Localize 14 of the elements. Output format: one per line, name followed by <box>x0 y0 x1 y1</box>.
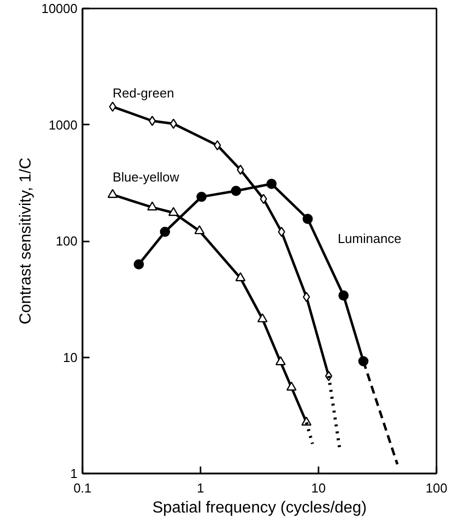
x-tick-label: 1 <box>196 480 204 496</box>
y-axis-title: Contrast sensitivity, 1/C <box>17 158 34 324</box>
y-tick-label: 10 <box>63 350 78 365</box>
y-tick-label: 10000 <box>41 1 78 16</box>
x-tick-label: 100 <box>426 480 448 496</box>
series-label: Blue-yellow <box>112 170 180 185</box>
y-tick-label: 1000 <box>48 117 78 132</box>
y-tick-label: 100 <box>56 234 78 248</box>
y-tick-label: 1 <box>70 466 78 481</box>
x-tick-label: 10 <box>311 480 326 496</box>
series-label: Red-green <box>112 86 174 101</box>
series-label: Luminance <box>338 230 402 246</box>
x-axis-title: Spatial frequency (cycles/deg) <box>152 500 367 516</box>
x-tick-label: 0.1 <box>73 480 92 496</box>
